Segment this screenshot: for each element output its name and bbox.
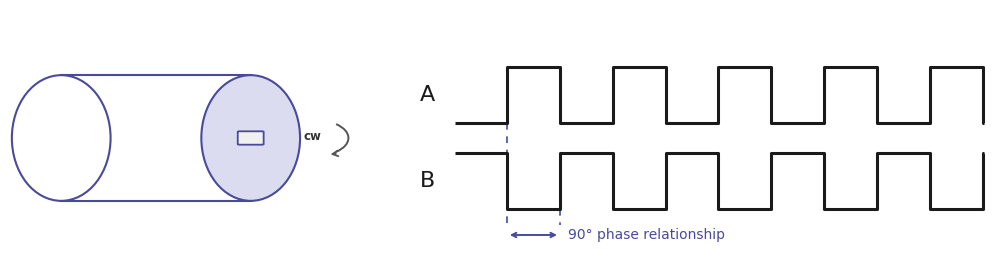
FancyBboxPatch shape [238,131,264,145]
Bar [61,75,251,201]
Text: B: B [420,171,435,191]
Ellipse shape [201,75,300,201]
Text: cw: cw [304,130,321,143]
Text: 90° phase relationship: 90° phase relationship [568,228,725,242]
Ellipse shape [12,75,111,201]
Text: A: A [420,85,435,105]
